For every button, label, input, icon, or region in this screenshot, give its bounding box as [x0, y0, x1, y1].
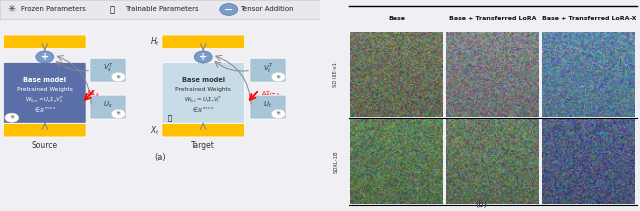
FancyBboxPatch shape [250, 58, 286, 82]
Circle shape [271, 109, 285, 119]
Text: $\Delta\Sigma_{t\leftarrow s}$: $\Delta\Sigma_{t\leftarrow s}$ [261, 89, 280, 98]
FancyBboxPatch shape [90, 95, 126, 119]
Bar [0, 0, 320, 19]
Circle shape [111, 72, 125, 82]
Text: $V_s^T$: $V_s^T$ [103, 61, 113, 75]
Text: $H_s$: $H_s$ [0, 35, 1, 48]
Circle shape [271, 72, 285, 82]
Text: −: − [224, 4, 234, 15]
Text: 🔥: 🔥 [168, 114, 172, 121]
Text: ✳: ✳ [116, 74, 121, 80]
Text: Tensor Addition: Tensor Addition [240, 7, 294, 12]
Circle shape [36, 51, 54, 63]
Text: +: + [41, 52, 49, 62]
FancyBboxPatch shape [162, 35, 244, 48]
Text: Pretrained Weights: Pretrained Weights [17, 87, 73, 92]
Text: ✳: ✳ [9, 115, 15, 120]
Text: $U_s$: $U_s$ [103, 100, 113, 110]
Text: Source: Source [32, 141, 58, 150]
Circle shape [111, 109, 125, 119]
FancyBboxPatch shape [4, 62, 86, 123]
Circle shape [195, 51, 212, 63]
Text: 🔥: 🔥 [109, 5, 115, 14]
Text: $X_s$: $X_s$ [0, 124, 1, 137]
Text: SD IIIE-v1: SD IIIE-v1 [333, 62, 339, 87]
Text: Base: Base [388, 16, 405, 22]
Text: $W_{0,s}=U_s\Sigma_s V_s^T$: $W_{0,s}=U_s\Sigma_s V_s^T$ [25, 95, 65, 105]
Text: $X_t$: $X_t$ [150, 124, 160, 137]
Text: Base + Transferred LoRA: Base + Transferred LoRA [449, 16, 536, 22]
Text: Frozen Parameters: Frozen Parameters [20, 7, 86, 12]
Text: (a): (a) [154, 153, 166, 162]
Text: ✳: ✳ [7, 4, 15, 15]
FancyBboxPatch shape [4, 124, 86, 137]
Text: $\in\mathbb{R}^{m\times n}$: $\in\mathbb{R}^{m\times n}$ [191, 105, 215, 114]
Text: Base model: Base model [182, 77, 225, 83]
Text: ✳: ✳ [116, 111, 121, 116]
Text: $W_{0,t}=U_t\Sigma_t V_t^T$: $W_{0,t}=U_t\Sigma_t V_t^T$ [184, 95, 222, 105]
Text: Trainable Parameters: Trainable Parameters [125, 7, 198, 12]
Text: Target: Target [191, 141, 215, 150]
Circle shape [5, 113, 19, 122]
Text: $U_t$: $U_t$ [264, 100, 273, 110]
Text: ✳: ✳ [276, 74, 281, 80]
FancyBboxPatch shape [250, 95, 286, 119]
FancyBboxPatch shape [162, 62, 244, 123]
Text: $V_t^T$: $V_t^T$ [263, 61, 273, 75]
Text: Base model: Base model [23, 77, 67, 83]
Text: $H_t$: $H_t$ [150, 35, 160, 48]
Text: Pretrained Weights: Pretrained Weights [175, 87, 231, 92]
Text: (b): (b) [476, 200, 488, 209]
Text: $\Delta\Sigma_s$: $\Delta\Sigma_s$ [86, 89, 100, 99]
FancyBboxPatch shape [4, 35, 86, 48]
Text: +: + [199, 52, 207, 62]
Text: $\in\mathbb{R}^{m\times n}$: $\in\mathbb{R}^{m\times n}$ [33, 105, 57, 114]
FancyBboxPatch shape [162, 124, 244, 137]
Text: Base + Transferred LoRA-X: Base + Transferred LoRA-X [541, 16, 636, 22]
Circle shape [220, 4, 238, 15]
Text: SDXL-1B: SDXL-1B [333, 150, 339, 173]
FancyBboxPatch shape [90, 58, 126, 82]
Text: ✳: ✳ [276, 111, 281, 116]
